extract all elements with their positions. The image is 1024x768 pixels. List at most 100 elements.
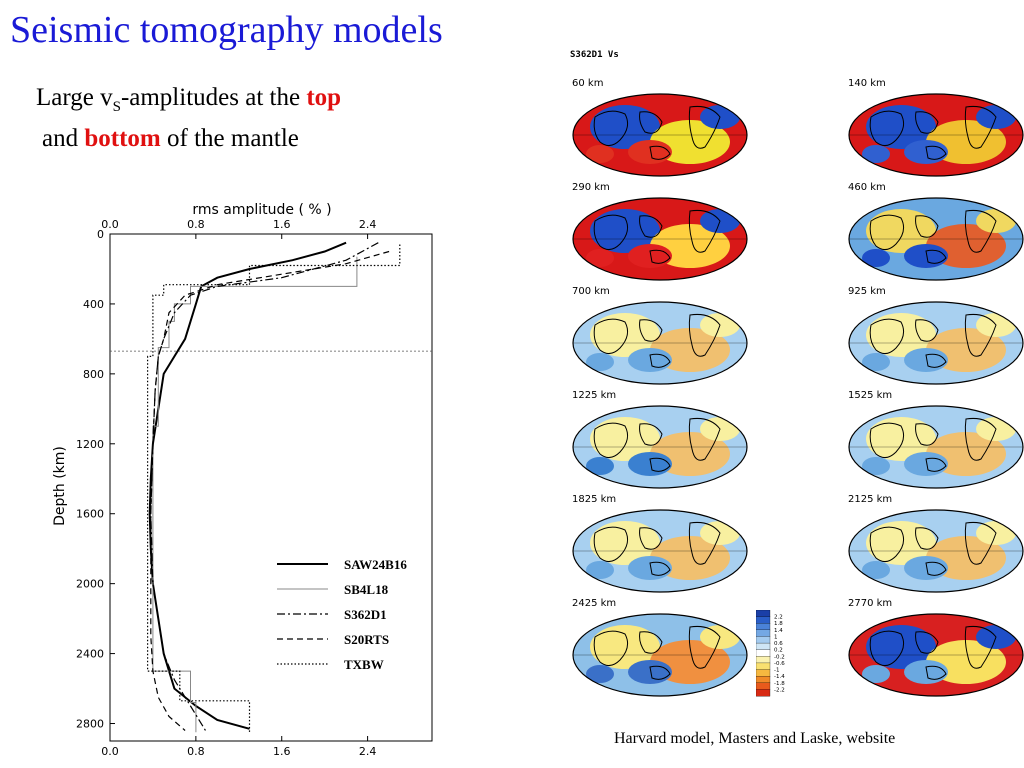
subtitle-top-word: top [306, 84, 342, 111]
tomography-map-panel: 2425 km [570, 598, 750, 700]
tomography-map-panel: 60 km [570, 78, 750, 180]
y-tick-label: 800 [83, 368, 104, 381]
map-model-label: S362D1 Vs [570, 50, 619, 60]
world-map-projection [848, 613, 1024, 697]
scale-label: -1.4 [774, 674, 785, 680]
scale-label: -1 [774, 668, 779, 674]
y-tick-label: 2800 [76, 718, 104, 731]
figure-caption: Harvard model, Masters and Laske, websit… [614, 730, 896, 747]
series-line-s362d1 [150, 242, 379, 733]
scale-label: 2.2 [774, 615, 783, 621]
world-map-projection [572, 509, 748, 593]
slide-subtitle: Large vS-amplitudes at the top and botto… [36, 82, 341, 155]
scale-label: -0.2 [774, 654, 785, 660]
world-map-projection [572, 93, 748, 177]
scale-label: -0.6 [774, 661, 785, 667]
x-tick-label-bottom: 2.4 [359, 745, 377, 758]
scale-swatch [756, 669, 771, 677]
tomography-map-panel: 1525 km [846, 390, 1024, 492]
x-tick-label-bottom: 0.0 [101, 745, 119, 758]
world-map-projection [572, 613, 748, 697]
subtitle-line-1: Large vS-amplitudes at the top [36, 84, 342, 115]
map-depth-label: 1825 km [572, 494, 617, 505]
tomography-map-grid: S362D1 Vs 60 km 140 km 290 km 460 km 700 km 9… [558, 45, 1024, 709]
scale-swatch [756, 623, 771, 631]
scale-swatch [756, 676, 771, 684]
x-tick-label-bottom: 1.6 [273, 745, 291, 758]
series-line-s20rts [150, 250, 390, 731]
scale-label: 1.4 [774, 628, 783, 634]
rms-amplitude-depth-chart: rms amplitude ( % ) Depth (km) 0.0 0.0 0.8… [52, 202, 433, 758]
tomography-map-panel: 2770 km [846, 598, 1024, 700]
map-depth-label: 290 km [572, 182, 610, 193]
slide-title: Seismic tomography models [10, 9, 443, 51]
tomography-map-panel: 700 km [570, 286, 750, 388]
world-map-projection [848, 93, 1024, 177]
scale-label: -1.8 [774, 681, 785, 687]
tomography-map-panel: 925 km [846, 286, 1024, 388]
legend-label: S362D1 [344, 607, 387, 622]
map-depth-label: 925 km [848, 286, 886, 297]
x-tick-label-top: 0.8 [187, 218, 205, 231]
tomography-map-panel: 140 km [846, 78, 1024, 180]
map-depth-label: 60 km [572, 78, 604, 89]
tomography-map-panel: 1225 km [570, 390, 750, 492]
x-tick-label-top: 1.6 [273, 218, 291, 231]
series-layer [147, 241, 401, 733]
map-depth-label: 1225 km [572, 390, 617, 401]
tomography-map-panel: 2125 km [846, 494, 1024, 596]
scale-label: 1.8 [774, 621, 783, 627]
x-axis-label: rms amplitude ( % ) [192, 202, 331, 218]
map-depth-label: 1525 km [848, 390, 893, 401]
tomography-map-panel: 460 km [846, 182, 1024, 284]
tomography-map-panel: 290 km [570, 182, 750, 284]
scale-label: 0.2 [774, 648, 783, 654]
legend-label: SAW24B16 [344, 557, 407, 572]
world-map-projection [848, 197, 1024, 281]
map-depth-label: 460 km [848, 182, 886, 193]
world-map-projection [848, 405, 1024, 489]
world-map-projection [572, 197, 748, 281]
world-map-projection [848, 301, 1024, 385]
y-tick-label: 1600 [76, 508, 104, 521]
subtitle-line-2: and bottom of the mantle [42, 125, 299, 152]
x-tick-label-top: 0.0 [101, 218, 119, 231]
color-scale-bar: 2.21.81.410.60.2-0.2-0.6-1-1.4-1.8-2.2 [756, 610, 785, 697]
map-depth-label: 2425 km [572, 598, 617, 609]
world-map-projection [572, 405, 748, 489]
legend-label: SB4L18 [344, 582, 389, 597]
x-tick-label-top: 2.4 [359, 218, 377, 231]
scale-swatch [756, 636, 771, 644]
y-tick-label: 2400 [76, 648, 104, 661]
scale-swatch [756, 656, 771, 664]
map-depth-label: 2770 km [848, 598, 893, 609]
legend-label: TXBW [344, 657, 384, 672]
y-tick-label: 400 [83, 298, 104, 311]
subtitle-bottom-word: bottom [84, 125, 161, 152]
scale-label: 0.6 [774, 641, 783, 647]
y-tick-label: 2000 [76, 578, 104, 591]
axis-ticks: 0.0 0.0 0.8 0.8 1.6 1.6 2.4 2.4 0 400 800 1200 1600 2… [76, 218, 432, 758]
y-axis-label: Depth (km) [52, 446, 68, 526]
scale-swatch [756, 682, 771, 690]
map-depth-label: 140 km [848, 78, 886, 89]
world-map-projection [848, 509, 1024, 593]
world-map-projection [572, 301, 748, 385]
scale-swatch [756, 616, 771, 624]
x-tick-label-bottom: 0.8 [187, 745, 205, 758]
scale-swatch [756, 662, 771, 670]
legend-label: S20RTS [344, 632, 389, 647]
scale-swatch [756, 610, 771, 618]
map-depth-label: 2125 km [848, 494, 893, 505]
series-line-txbw [147, 244, 401, 733]
scale-swatch [756, 642, 771, 651]
scale-label: -2.2 [774, 687, 785, 693]
y-tick-label: 0 [97, 228, 104, 241]
map-depth-label: 700 km [572, 286, 610, 297]
scale-swatch [756, 629, 771, 637]
chart-legend: SAW24B16 SB4L18 S362D1 S20RTS TXBW [277, 557, 407, 672]
tomography-map-panel: 1825 km [570, 494, 750, 596]
scale-swatch [756, 649, 771, 657]
scale-swatch [756, 689, 771, 697]
y-tick-label: 1200 [76, 438, 104, 451]
